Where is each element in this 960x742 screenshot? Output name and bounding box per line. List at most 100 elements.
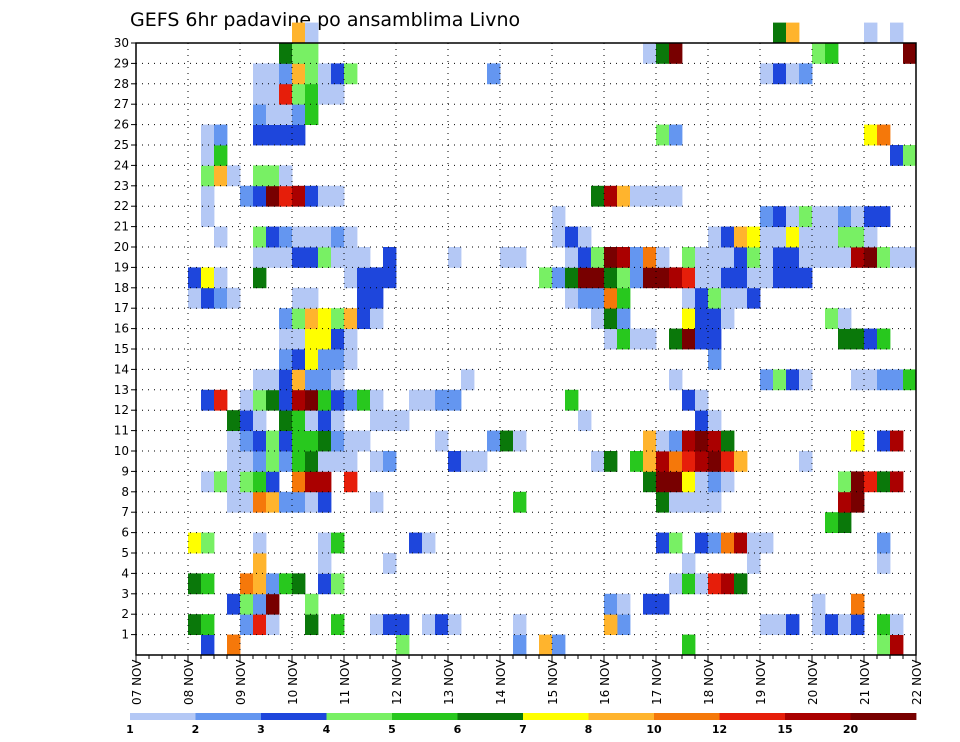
heatmap-cell xyxy=(292,491,306,513)
heatmap-cell xyxy=(617,308,631,329)
heatmap-cell xyxy=(682,471,696,493)
heatmap-cell xyxy=(773,206,787,227)
heatmap-cell xyxy=(786,369,800,391)
heatmap-cell xyxy=(708,532,722,554)
colorbar-swatch xyxy=(785,713,851,720)
heatmap-cell xyxy=(786,206,800,227)
heatmap-cell xyxy=(630,451,644,472)
heatmap-cell xyxy=(331,185,345,207)
heatmap-cell xyxy=(227,165,241,187)
heatmap-cell xyxy=(253,491,267,513)
heatmap-cell xyxy=(266,226,280,248)
x-tick-label: 11 NOV xyxy=(338,659,352,705)
heatmap-cell xyxy=(279,349,293,370)
heatmap-cell xyxy=(890,430,904,452)
heatmap-cell xyxy=(786,267,800,289)
heatmap-cell xyxy=(253,410,267,431)
heatmap-cell xyxy=(669,573,683,595)
heatmap-cell xyxy=(812,206,826,227)
heatmap-cell xyxy=(292,226,306,248)
heatmap-cell xyxy=(331,247,345,268)
heatmap-cell xyxy=(240,410,254,431)
heatmap-cell xyxy=(539,267,553,289)
heatmap-cell xyxy=(786,226,800,248)
heatmap-cell xyxy=(890,247,904,268)
heatmap-cell xyxy=(253,593,267,615)
heatmap-cell xyxy=(344,430,358,452)
heatmap-cell xyxy=(591,185,605,207)
heatmap-cell xyxy=(760,63,774,85)
heatmap-cell xyxy=(851,430,865,452)
y-tick-label: 21 xyxy=(114,220,129,234)
heatmap-cell xyxy=(279,124,293,146)
heatmap-cell xyxy=(292,104,306,125)
y-tick-label: 20 xyxy=(114,240,129,254)
heatmap-cell xyxy=(214,287,228,309)
heatmap-cell xyxy=(617,593,631,615)
heatmap-cell xyxy=(877,369,891,391)
heatmap-cell xyxy=(682,267,696,289)
colorbar-label: 8 xyxy=(585,723,593,736)
heatmap-cell xyxy=(773,22,787,44)
heatmap-cell xyxy=(656,124,670,146)
heatmap-cell xyxy=(266,614,280,635)
heatmap-cell xyxy=(799,267,813,289)
heatmap-cell xyxy=(656,532,670,554)
heatmap-cell xyxy=(604,593,618,615)
heatmap-cell xyxy=(877,471,891,493)
heatmap-cell xyxy=(344,247,358,268)
x-tick-label: 18 NOV xyxy=(702,659,716,705)
heatmap-cell xyxy=(305,104,319,125)
heatmap-cell xyxy=(838,512,852,533)
heatmap-cell xyxy=(214,389,228,411)
heatmap-cell xyxy=(838,247,852,268)
heatmap-cell xyxy=(331,614,345,635)
heatmap-cell xyxy=(643,593,657,615)
heatmap-cell xyxy=(864,328,878,350)
heatmap-cell xyxy=(513,614,527,635)
heatmap-cell xyxy=(643,43,657,64)
heatmap-cell xyxy=(838,206,852,227)
heatmap-cell xyxy=(305,614,319,635)
heatmap-cell xyxy=(201,206,215,227)
heatmap-cell xyxy=(656,491,670,513)
heatmap-cell xyxy=(240,491,254,513)
heatmap-cell xyxy=(435,389,449,411)
heatmap-cell xyxy=(461,369,475,391)
heatmap-cell xyxy=(318,430,332,452)
heatmap-cell xyxy=(279,308,293,329)
colorbar-swatch xyxy=(195,713,262,720)
heatmap-cell xyxy=(227,410,241,431)
heatmap-cell xyxy=(240,185,254,207)
heatmap-cell xyxy=(279,451,293,472)
colorbar-label: 12 xyxy=(712,723,727,736)
heatmap-cell xyxy=(786,247,800,268)
heatmap-cell xyxy=(305,247,319,268)
heatmap-cell xyxy=(279,83,293,105)
heatmap-cell xyxy=(253,532,267,554)
y-tick-label: 24 xyxy=(114,158,129,172)
heatmap-cell xyxy=(305,185,319,207)
heatmap-cell xyxy=(214,226,228,248)
heatmap-cell xyxy=(318,471,332,493)
heatmap-cell xyxy=(695,573,709,595)
heatmap-cell xyxy=(487,63,501,85)
heatmap-cell xyxy=(331,83,345,105)
heatmap-cell xyxy=(552,226,566,248)
heatmap-cell xyxy=(279,43,293,64)
y-tick-label: 2 xyxy=(121,607,129,621)
heatmap-cell xyxy=(578,226,592,248)
heatmap-cell xyxy=(682,553,696,574)
heatmap-cell xyxy=(266,247,280,268)
heatmap-cell xyxy=(734,573,748,595)
heatmap-cell xyxy=(201,267,215,289)
heatmap-cell xyxy=(422,389,436,411)
heatmap-cell xyxy=(708,451,722,472)
x-axis: 07 NOV 08 NOV 09 NOV 10 NOV 11 NOV 12 NOV 13 N… xyxy=(130,655,924,705)
heatmap-cell xyxy=(344,349,358,370)
heatmap-cell xyxy=(617,328,631,350)
x-tick-label: 19 NOV xyxy=(754,659,768,705)
heatmap-cell xyxy=(331,389,345,411)
heatmap-cell xyxy=(396,614,410,635)
heatmap-cell xyxy=(344,63,358,85)
